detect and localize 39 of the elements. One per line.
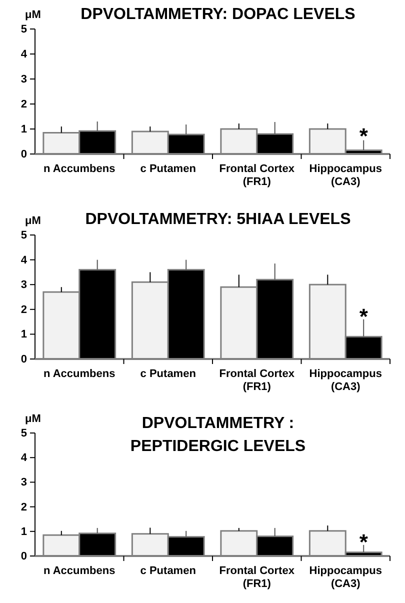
annotation: * — [359, 124, 368, 148]
y-tick-label: 0 — [20, 148, 27, 161]
chart-title: DPVOLTAMMETRY : PEPTIDERGIC LEVELS — [130, 415, 306, 455]
y-tick-label: 4 — [20, 254, 28, 266]
y-axis-title: μM — [25, 413, 41, 425]
annotation: * — [359, 530, 368, 555]
y-tick-label: 0 — [20, 354, 27, 366]
x-tick-label: Frontal Cortex (FR1) — [219, 163, 296, 188]
y-tick-label: 3 — [20, 476, 27, 489]
y-axis-title: μM — [25, 9, 41, 21]
annotation: * — [359, 304, 368, 329]
y-tick-label: 5 — [20, 230, 27, 242]
chart-title: DPVOLTAMMETRY: DOPAC LEVELS — [80, 6, 356, 23]
y-tick-label: 1 — [20, 328, 27, 341]
x-tick-label: n Accumbens — [44, 368, 116, 380]
x-tick-label: Hippocampus (CA3) — [309, 368, 382, 393]
y-tick-label: 1 — [20, 124, 27, 136]
x-tick-label: Hippocampus (CA3) — [309, 565, 382, 590]
x-tick-label: c Putamen — [140, 368, 196, 380]
y-tick-label: 4 — [20, 452, 28, 464]
chart-title: DPVOLTAMMETRY: 5HIAA LEVELS — [85, 211, 352, 228]
y-tick-label: 1 — [20, 526, 27, 538]
y-tick-label: 3 — [20, 74, 27, 86]
x-tick-label: c Putamen — [140, 163, 196, 175]
x-tick-label: c Putamen — [140, 565, 196, 577]
x-tick-label: Frontal Cortex (FR1) — [219, 368, 296, 393]
y-tick-label: 2 — [20, 98, 27, 111]
y-tick-label: 0 — [20, 550, 27, 563]
x-tick-label: n Accumbens — [44, 565, 116, 577]
y-axis-title: μM — [25, 215, 41, 227]
y-tick-label: 5 — [20, 428, 27, 440]
x-tick-label: n Accumbens — [44, 163, 116, 175]
y-tick-label: 2 — [20, 304, 27, 316]
y-tick-label: 2 — [20, 501, 27, 514]
y-tick-label: 5 — [20, 24, 27, 36]
y-tick-label: 3 — [20, 279, 27, 292]
x-tick-label: Frontal Cortex (FR1) — [219, 565, 296, 590]
y-tick-label: 4 — [20, 48, 28, 61]
x-tick-label: Hippocampus (CA3) — [309, 163, 382, 188]
